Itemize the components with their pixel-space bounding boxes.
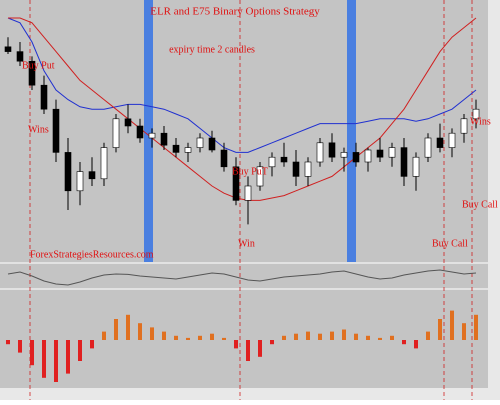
histogram-bar (378, 337, 382, 340)
signal-label: Buy PuT (232, 166, 268, 177)
histogram-bar (318, 333, 322, 340)
candle-body (208, 137, 216, 151)
histogram-bar (54, 340, 58, 382)
histogram-bar (150, 327, 154, 340)
candle-body (88, 171, 96, 180)
candle-body (160, 132, 168, 146)
histogram-bar (354, 333, 358, 340)
histogram-bar (78, 340, 82, 361)
candle-body (400, 147, 408, 177)
strategy-title: ELR and E75 Binary Options Strategy (150, 6, 320, 18)
candle-body (328, 142, 336, 158)
candle-body (472, 108, 480, 120)
candle-body (16, 51, 24, 62)
histogram-bar (42, 340, 46, 378)
price-axis (488, 0, 500, 400)
histogram-bar (258, 340, 262, 357)
candle-body (340, 152, 348, 158)
candle-body (364, 149, 372, 163)
candle-body (232, 166, 240, 201)
candle-body (220, 149, 228, 168)
histogram-bar (294, 333, 298, 340)
candle-body (388, 147, 396, 158)
candle-body (448, 132, 456, 148)
candle-body (316, 142, 324, 163)
histogram-bar (414, 340, 418, 349)
histogram-bar (246, 340, 250, 361)
histogram-bar (366, 335, 370, 340)
candle-body (460, 118, 468, 134)
candle-body (268, 156, 276, 168)
candle-body (196, 137, 204, 148)
histogram-bar (102, 331, 106, 340)
histogram-bar (198, 335, 202, 340)
strategy-subtitle: expiry time 2 candles (169, 44, 255, 55)
candle-body (244, 185, 252, 201)
signal-label: Win (238, 238, 255, 249)
histogram-bar (270, 340, 274, 345)
histogram-bar (186, 337, 190, 340)
histogram-bar (30, 340, 34, 366)
histogram-bar (90, 340, 94, 349)
histogram-bar (330, 331, 334, 340)
histogram-bar (426, 331, 430, 340)
candle-body (280, 156, 288, 163)
histogram-bar (450, 310, 454, 340)
histogram-bar (18, 340, 22, 353)
histogram-bar (306, 331, 310, 340)
session-bar (347, 0, 356, 262)
candle-body (112, 118, 120, 148)
candle-body (100, 147, 108, 180)
histogram-bar (114, 319, 118, 340)
time-axis (0, 388, 500, 400)
histogram-bar (6, 340, 10, 345)
histogram-bar (462, 323, 466, 340)
session-bar (144, 0, 153, 262)
signal-label: Wins (28, 124, 49, 135)
signal-label: Buy Call (462, 199, 498, 210)
candle-body (376, 149, 384, 158)
histogram-bar (342, 329, 346, 340)
candle-body (28, 60, 36, 86)
histogram-bar (438, 319, 442, 340)
signal-label: Buy Call (432, 238, 468, 249)
candle-body (412, 156, 420, 177)
candle-body (52, 108, 60, 153)
histogram-bar (282, 335, 286, 340)
histogram-bar (222, 337, 226, 340)
histogram-bar (210, 333, 214, 340)
histogram-bar (390, 335, 394, 340)
histogram-bar (474, 314, 478, 340)
candle-body (136, 125, 144, 139)
candle-body (148, 132, 156, 139)
histogram-bar (174, 335, 178, 340)
histogram-bar (126, 314, 130, 340)
histogram-bar (138, 323, 142, 340)
candle-body (184, 147, 192, 153)
blue-line (7, 17, 477, 153)
candle-body (64, 152, 72, 192)
candle-body (4, 46, 12, 52)
watermark: ForexStrategiesResources.com (30, 249, 154, 260)
candle-body (352, 152, 360, 163)
candle-body (40, 84, 48, 110)
candle-body (436, 137, 444, 148)
red-line (8, 17, 477, 201)
candle-body (256, 166, 264, 187)
candle-body (76, 171, 84, 192)
candle-body (124, 118, 132, 127)
histogram-bar (402, 340, 406, 345)
histogram-bar (234, 340, 238, 349)
signal-label: Buy Put (22, 60, 55, 71)
histogram-bar (66, 340, 70, 374)
chart-background (0, 0, 488, 388)
candle-body (424, 137, 432, 158)
candle-body (304, 161, 312, 177)
oscillator (7, 269, 477, 286)
candle-body (172, 144, 180, 153)
histogram-bar (162, 331, 166, 340)
signal-label: Wins (470, 116, 491, 127)
candle-body (292, 161, 300, 177)
